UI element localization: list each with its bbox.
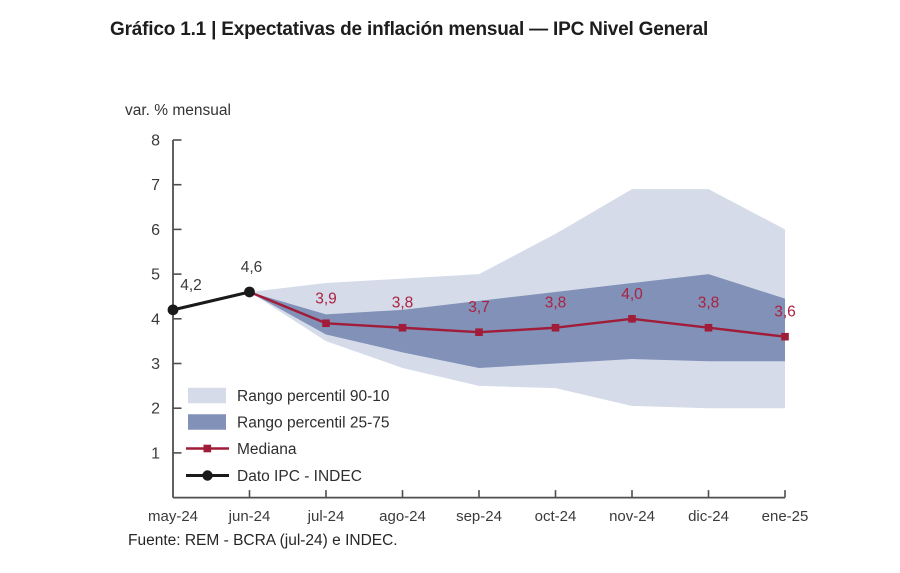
legend-label: Rango percentil 90-10 xyxy=(237,388,390,405)
y-tick-label: 1 xyxy=(151,445,160,462)
median-marker xyxy=(704,323,713,332)
legend-square-marker-icon xyxy=(203,444,212,453)
ipc-value-label: 4,2 xyxy=(180,277,202,294)
x-tick-label: ago-24 xyxy=(379,508,426,525)
median-line xyxy=(249,290,786,338)
median-value-label: 3,8 xyxy=(698,295,720,312)
legend-swatch-band xyxy=(188,414,226,430)
x-tick-label: jun-24 xyxy=(228,508,271,525)
y-tick-label: 7 xyxy=(151,177,160,194)
median-marker xyxy=(628,315,636,323)
median-value-label: 4,0 xyxy=(621,286,643,303)
percentile-band-25-75 xyxy=(249,274,785,368)
median-marker xyxy=(781,332,789,341)
y-tick-label: 2 xyxy=(151,401,160,418)
x-tick-label: may-24 xyxy=(148,508,198,525)
median-value-label: 3,7 xyxy=(468,299,490,316)
ipc-line xyxy=(172,290,250,312)
legend-circle-marker-icon xyxy=(202,470,213,481)
median-value-label: 3,8 xyxy=(545,295,567,312)
ipc-marker xyxy=(244,286,255,298)
median-value-label: 3,9 xyxy=(315,290,337,307)
x-tick-label: nov-24 xyxy=(609,508,655,525)
median-marker xyxy=(322,319,330,328)
median-value-label: 3,6 xyxy=(774,304,796,321)
median-marker xyxy=(398,323,407,332)
legend-label: Rango percentil 25-75 xyxy=(237,415,390,432)
y-tick-label: 5 xyxy=(151,267,160,284)
legend-label: Mediana xyxy=(237,441,297,458)
y-tick-label: 3 xyxy=(151,356,160,373)
y-tick-label: 6 xyxy=(151,222,160,239)
ipc-marker xyxy=(167,304,179,316)
source-note: Fuente: REM - BCRA (jul-24) e INDEC. xyxy=(128,532,398,549)
chart-title: Gráfico 1.1 | Expectativas de inflación … xyxy=(110,19,709,40)
legend-label: Dato IPC - INDEC xyxy=(237,468,362,485)
median-marker xyxy=(551,323,560,332)
y-tick-label: 8 xyxy=(151,133,160,150)
x-tick-label: dic-24 xyxy=(688,508,729,525)
y-axis-title: var. % mensual xyxy=(125,102,231,119)
x-tick-label: sep-24 xyxy=(456,508,502,525)
median-marker xyxy=(475,328,483,337)
y-tick-label: 4 xyxy=(151,311,160,328)
legend-swatch-band xyxy=(188,387,226,404)
x-tick-label: jul-24 xyxy=(307,508,345,525)
ipc-value-label: 4,6 xyxy=(241,259,263,276)
x-tick-label: ene-25 xyxy=(762,508,809,525)
x-tick-label: oct-24 xyxy=(535,508,577,525)
median-value-label: 3,8 xyxy=(392,295,414,312)
